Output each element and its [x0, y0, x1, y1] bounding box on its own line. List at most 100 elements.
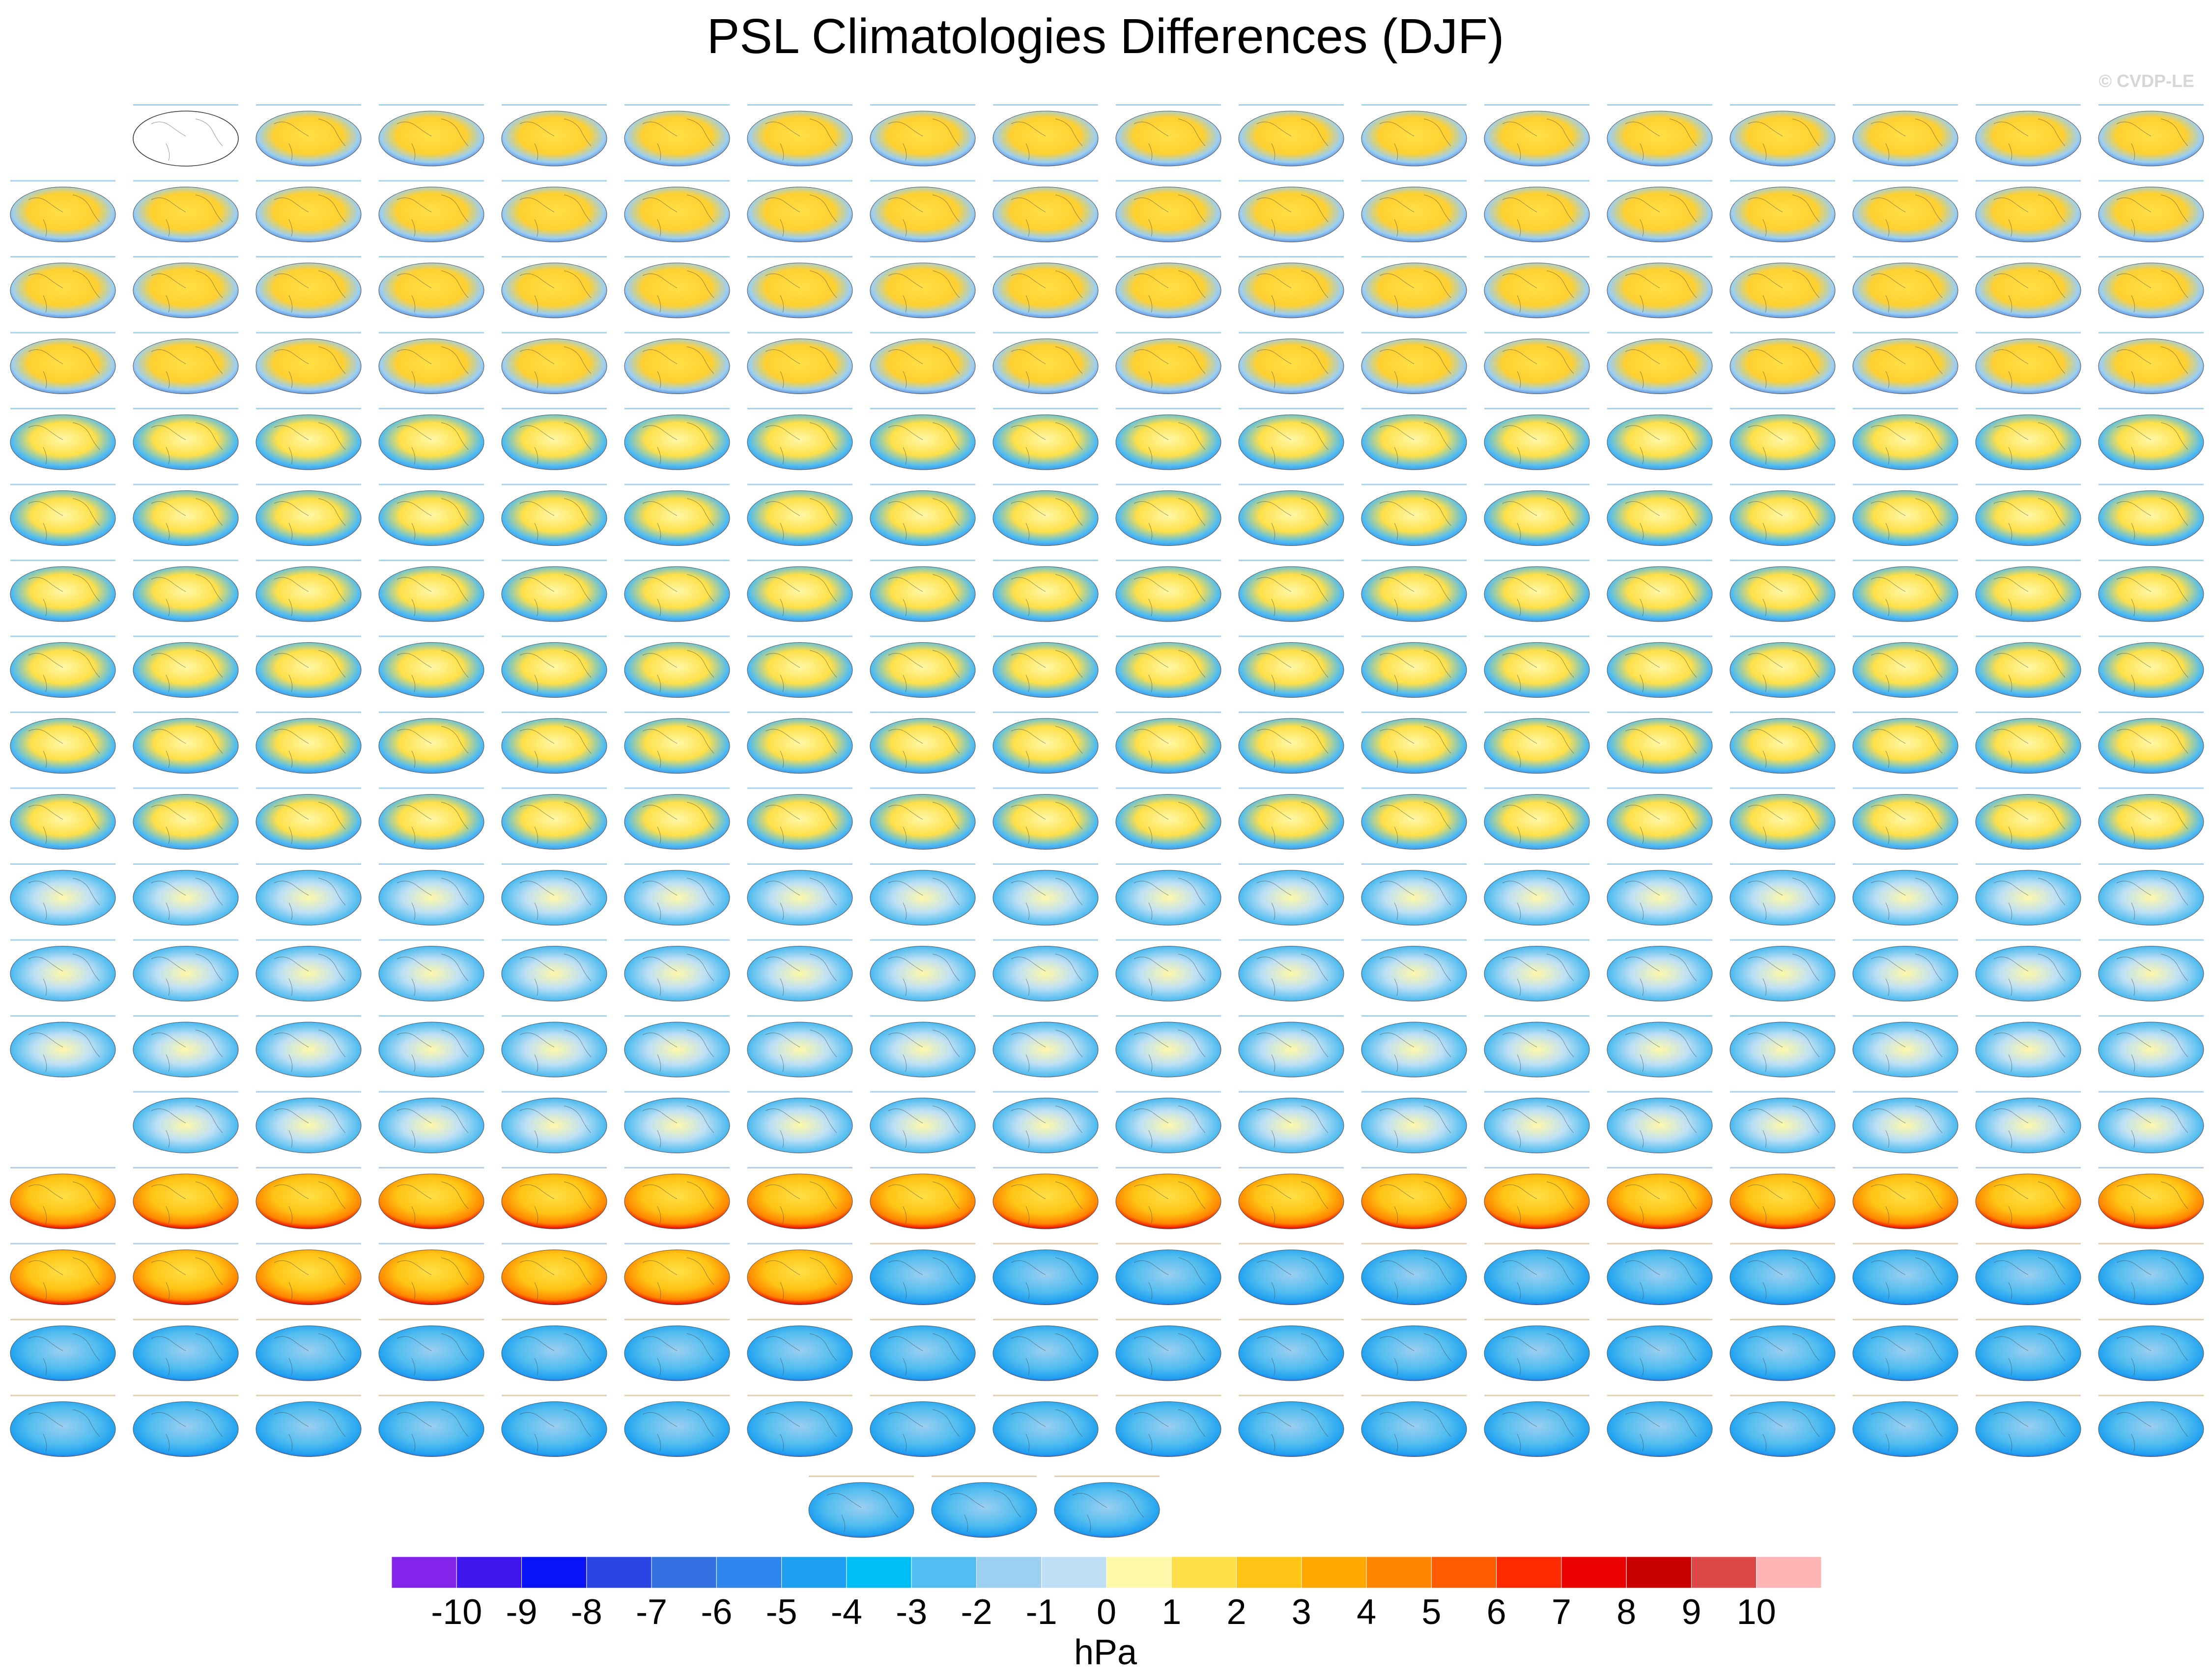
map-panel [1115, 332, 1221, 394]
map-panel [624, 256, 730, 318]
map-panel-header [1607, 104, 1712, 106]
map-panel-coastline [1011, 1106, 1083, 1148]
map-panel-header [10, 256, 115, 257]
map-panel-globe [1361, 262, 1467, 318]
map-panel-globe [501, 1401, 607, 1457]
map-panel-coastline [1748, 498, 1820, 541]
map-panel-coastline [151, 1181, 223, 1224]
map-panel-globe [624, 946, 730, 1001]
map-panel [992, 787, 1099, 850]
map-panel-coastline [1502, 498, 1574, 541]
map-panel-header [624, 332, 730, 334]
map-panel [624, 863, 730, 926]
map-panel-coastline [2116, 650, 2188, 692]
colorbar-tick-label: -7 [636, 1593, 668, 1632]
map-panel-coastline [1379, 1257, 1451, 1300]
map-panel-header [1484, 1395, 1589, 1396]
map-panel-coastline [888, 650, 960, 692]
map-panel-coastline [397, 1257, 469, 1300]
map-panel-header [1853, 635, 1958, 637]
map-panel [255, 408, 362, 470]
map-panel [1115, 1319, 1221, 1381]
map-panel [133, 1243, 239, 1305]
map-panel-globe [1361, 642, 1467, 698]
map-panel-coastline [888, 726, 960, 769]
colorbar-box [781, 1556, 847, 1589]
colorbar-box [1041, 1556, 1107, 1589]
map-panel-header [1730, 1015, 1835, 1017]
map-panel-coastline [642, 1409, 714, 1452]
map-panel-coastline [1134, 878, 1206, 920]
map-panel-globe [870, 1022, 976, 1078]
map-panel-coastline [1748, 878, 1820, 920]
map-panel-globe [1361, 870, 1467, 926]
map-panel-coastline [1379, 1333, 1451, 1376]
map-panel-header [1976, 1243, 2081, 1245]
colorbar-tick-label: -5 [765, 1593, 797, 1632]
map-panel-coastline [397, 574, 469, 617]
map-panel-header [1976, 1319, 2081, 1320]
map-panel-header [1239, 1319, 1344, 1320]
map-panel-header [1484, 256, 1589, 257]
map-panel [1975, 1395, 2081, 1457]
map-panel [1484, 712, 1590, 774]
colorbar-tick-label: 5 [1421, 1593, 1442, 1632]
map-panel-globe [133, 414, 239, 470]
map-panel [1115, 256, 1221, 318]
map-panel-header [1853, 939, 1958, 941]
map-panel-globe [992, 339, 1099, 394]
map-panel-header [1116, 1243, 1221, 1245]
map-panel-coastline [1993, 346, 2066, 389]
map-panel-header [1484, 560, 1589, 561]
map-panel [255, 256, 362, 318]
map-panel-coastline [1748, 1257, 1820, 1300]
map-panel [1975, 484, 2081, 546]
map-panel-header [1607, 332, 1712, 334]
map-panel-coastline [1134, 1409, 1206, 1452]
map-panel-header [747, 560, 852, 561]
map-panel-coastline [1625, 195, 1697, 237]
map-panel-globe [10, 870, 116, 926]
map-panel-header [256, 1167, 361, 1168]
map-panel-coastline [1011, 802, 1083, 844]
map-panel [1115, 1091, 1221, 1153]
map-panel-header [870, 1243, 975, 1245]
map-panel [255, 1395, 362, 1457]
map-panel [1975, 1243, 2081, 1305]
map-panel-coastline [1625, 118, 1697, 161]
map-panel-header [1054, 1476, 1160, 1477]
map-panel-globe [255, 870, 362, 926]
map-panel-coastline [397, 498, 469, 541]
map-panel-coastline [397, 270, 469, 313]
map-panel-coastline [151, 954, 223, 996]
map-panel-globe [1729, 339, 1836, 394]
map-panel-globe [870, 794, 976, 850]
colorbar-tick-label: -2 [961, 1593, 992, 1632]
map-panel-coastline [1871, 422, 1943, 465]
map-panel-header [993, 484, 1098, 485]
map-panel-coastline [397, 802, 469, 844]
map-panel [133, 863, 239, 926]
map-panel-coastline [397, 1181, 469, 1224]
map-panel-header [1976, 939, 2081, 941]
map-panel-coastline [519, 726, 592, 769]
map-panel-globe [2098, 1401, 2204, 1457]
map-panel-header [1116, 1319, 1221, 1320]
map-panel-header [10, 408, 115, 409]
map-panel-globe [501, 414, 607, 470]
map-panel-header [1853, 180, 1958, 182]
map-panel [1361, 1243, 1467, 1305]
map-panel-coastline [2116, 1106, 2188, 1148]
map-panel [255, 104, 362, 167]
map-panel [1975, 712, 2081, 774]
map-panel-globe [378, 262, 484, 318]
map-panel-header [993, 104, 1098, 106]
map-panel-globe [1484, 642, 1590, 698]
map-panel-globe [133, 1173, 239, 1229]
map-panel-coastline [1379, 726, 1451, 769]
map-panel-globe [870, 1098, 976, 1153]
map-panel [1238, 332, 1344, 394]
map-panel [808, 1476, 914, 1538]
map-panel [992, 1243, 1099, 1305]
map-panel-header [256, 332, 361, 334]
